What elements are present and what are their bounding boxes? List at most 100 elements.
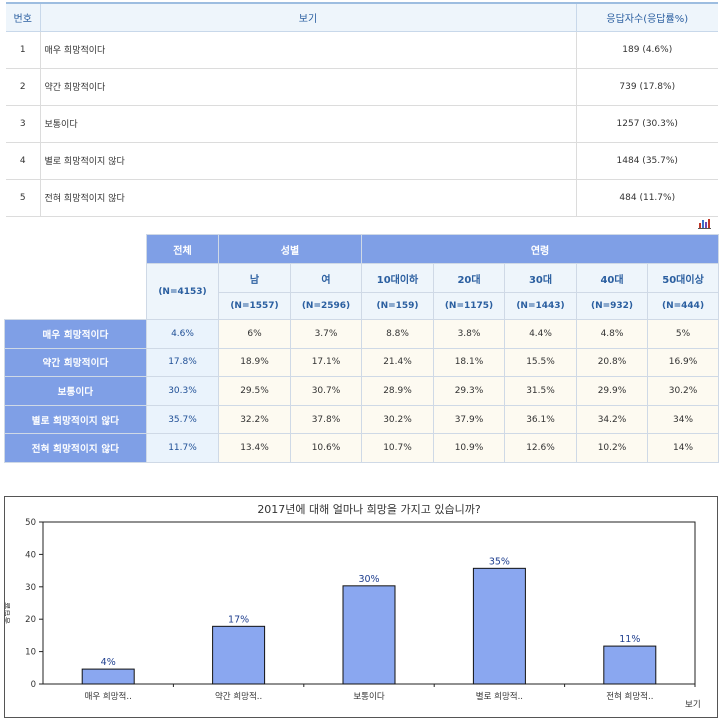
crosstab-cell: 17.1% bbox=[290, 347, 362, 378]
data-label: 4% bbox=[101, 657, 116, 668]
crosstab-cell: 20.8% bbox=[576, 347, 648, 378]
crosstab-cell: 30.2% bbox=[646, 376, 720, 406]
crosstab-row: 약간 희망적이다 17.8% 18.9% 17.1% 21.4% 18.1% 15.5% 20… bbox=[4, 347, 720, 378]
crosstab-cell: 4.8% bbox=[576, 319, 648, 349]
group-label: 남 bbox=[218, 263, 291, 293]
group-n: (N=2596) bbox=[290, 292, 362, 320]
crosstab-row-label: 매우 희망적이다 bbox=[4, 319, 147, 349]
crosstab-cell: 10.9% bbox=[433, 433, 505, 463]
crosstab-cell: 8.8% bbox=[361, 319, 434, 349]
crosstab-corner bbox=[4, 234, 147, 320]
row-count: 1484 (35.7%) bbox=[575, 142, 718, 180]
bar bbox=[212, 625, 266, 685]
data-label: 17% bbox=[228, 614, 249, 625]
crosstab-total-cell: 30.3% bbox=[146, 376, 219, 406]
response-table-header: 번호 보기 응답자수(응답률%) bbox=[6, 2, 718, 32]
bar-chart: 2017년에 대해 얼마나 희망을 가지고 있습니까? 0 10 20 30 40 50 응답… bbox=[4, 496, 718, 718]
group-label: 20대 bbox=[433, 263, 505, 293]
bar bbox=[472, 567, 526, 685]
y-tick-label: 30 bbox=[25, 583, 36, 593]
crosstab-cell: 21.4% bbox=[361, 347, 434, 378]
group-n: (N=1557) bbox=[218, 292, 291, 320]
row-number: 2 bbox=[6, 68, 40, 106]
crosstab-cell: 37.8% bbox=[290, 404, 362, 435]
crosstab-row-label: 별로 희망적이지 않다 bbox=[4, 404, 147, 435]
y-tick-label: 20 bbox=[25, 615, 36, 625]
crosstab-row-label: 약간 희망적이다 bbox=[4, 347, 147, 378]
crosstab-cell: 5% bbox=[646, 319, 720, 349]
crosstab-cell: 3.7% bbox=[290, 319, 362, 349]
crosstab-table: 전체 성별 연령 (N=4153) 남 여 10대이하 20대 30대 40대 50대이상 … bbox=[4, 234, 720, 463]
x-tick-label: 매우 희망적.. bbox=[85, 691, 132, 702]
row-option: 매우 희망적이다 bbox=[39, 31, 576, 69]
response-table: 번호 보기 응답자수(응답률%) 1 매우 희망적이다 189 (4.6%) 2 약간 … bbox=[6, 2, 718, 217]
crosstab-row: 별로 희망적이지 않다 35.7% 32.2% 37.8% 30.2% 37.9% 36.1… bbox=[4, 404, 720, 435]
bar-chart-icon[interactable] bbox=[698, 218, 711, 229]
x-axis-label: 보기 bbox=[685, 700, 701, 710]
table-row: 4 별로 희망적이지 않다 1484 (35.7%) bbox=[6, 142, 718, 180]
row-count: 189 (4.6%) bbox=[575, 31, 718, 69]
crosstab-cell: 34.2% bbox=[576, 404, 648, 435]
x-tick-label: 보통이다 bbox=[353, 691, 384, 702]
row-number: 3 bbox=[6, 105, 40, 143]
crosstab-cell: 29.9% bbox=[576, 376, 648, 406]
total-header: 전체 bbox=[146, 234, 219, 264]
crosstab-total-cell: 11.7% bbox=[146, 433, 219, 463]
table-row: 2 약간 희망적이다 739 (17.8%) bbox=[6, 68, 718, 106]
bar-chart-svg: 2017년에 대해 얼마나 희망을 가지고 있습니까? 0 10 20 30 40 50 응답… bbox=[5, 502, 701, 710]
group-n: (N=932) bbox=[576, 292, 648, 320]
data-label: 35% bbox=[489, 556, 510, 567]
crosstab-cell: 13.4% bbox=[218, 433, 291, 463]
bar bbox=[342, 585, 396, 685]
crosstab-cell: 16.9% bbox=[646, 347, 720, 378]
crosstab-cell: 10.6% bbox=[290, 433, 362, 463]
age-header: 연령 bbox=[360, 234, 720, 264]
crosstab-cell: 6% bbox=[218, 319, 291, 349]
x-tick-label: 전혀 희망적.. bbox=[606, 691, 653, 702]
group-label: 30대 bbox=[504, 263, 577, 293]
row-number: 4 bbox=[6, 142, 40, 180]
crosstab-row-label: 전혀 희망적이지 않다 bbox=[4, 433, 147, 463]
crosstab-cell: 37.9% bbox=[433, 404, 505, 435]
table-row: 1 매우 희망적이다 189 (4.6%) bbox=[6, 31, 718, 69]
data-label: 11% bbox=[619, 634, 640, 645]
group-n: (N=159) bbox=[361, 292, 434, 320]
bar bbox=[603, 645, 657, 685]
crosstab-total-cell: 35.7% bbox=[146, 404, 219, 435]
group-label: 10대이하 bbox=[361, 263, 434, 293]
table-row: 3 보통이다 1257 (30.3%) bbox=[6, 105, 718, 143]
table-row: 5 전혀 희망적이지 않다 484 (11.7%) bbox=[6, 179, 718, 217]
y-tick-label: 50 bbox=[25, 518, 36, 528]
crosstab-cell: 10.7% bbox=[361, 433, 434, 463]
row-count: 484 (11.7%) bbox=[575, 179, 718, 217]
crosstab-cell: 32.2% bbox=[218, 404, 291, 435]
crosstab-cell: 28.9% bbox=[361, 376, 434, 406]
total-n: (N=4153) bbox=[146, 263, 219, 320]
y-tick-label: 40 bbox=[25, 550, 36, 560]
row-option: 별로 희망적이지 않다 bbox=[39, 142, 576, 180]
group-n: (N=1443) bbox=[504, 292, 577, 320]
crosstab-cell: 34% bbox=[646, 404, 720, 435]
group-label: 50대이상 bbox=[646, 263, 720, 293]
crosstab-row: 매우 희망적이다 4.6% 6% 3.7% 8.8% 3.8% 4.4% 4.8% 5% bbox=[4, 319, 720, 349]
chart-title: 2017년에 대해 얼마나 희망을 가지고 있습니까? bbox=[257, 502, 481, 516]
group-label: 여 bbox=[290, 263, 362, 293]
header-number: 번호 bbox=[6, 2, 40, 32]
crosstab-cell: 29.5% bbox=[218, 376, 291, 406]
row-number: 1 bbox=[6, 31, 40, 69]
row-number: 5 bbox=[6, 179, 40, 217]
crosstab-cell: 3.8% bbox=[433, 319, 505, 349]
group-n: (N=1175) bbox=[433, 292, 505, 320]
crosstab-total-cell: 4.6% bbox=[146, 319, 219, 349]
crosstab-row: 보통이다 30.3% 29.5% 30.7% 28.9% 29.3% 31.5% 29.9% 3… bbox=[4, 376, 720, 406]
y-tick-label: 0 bbox=[31, 680, 36, 690]
data-label: 30% bbox=[358, 574, 379, 585]
crosstab-cell: 12.6% bbox=[504, 433, 577, 463]
group-n: (N=444) bbox=[646, 292, 720, 320]
x-tick-label: 약간 희망적.. bbox=[215, 691, 262, 702]
row-option: 약간 희망적이다 bbox=[39, 68, 576, 106]
group-label: 40대 bbox=[576, 263, 648, 293]
y-tick-label: 10 bbox=[25, 648, 36, 658]
row-count: 739 (17.8%) bbox=[575, 68, 718, 106]
crosstab-cell: 15.5% bbox=[504, 347, 577, 378]
